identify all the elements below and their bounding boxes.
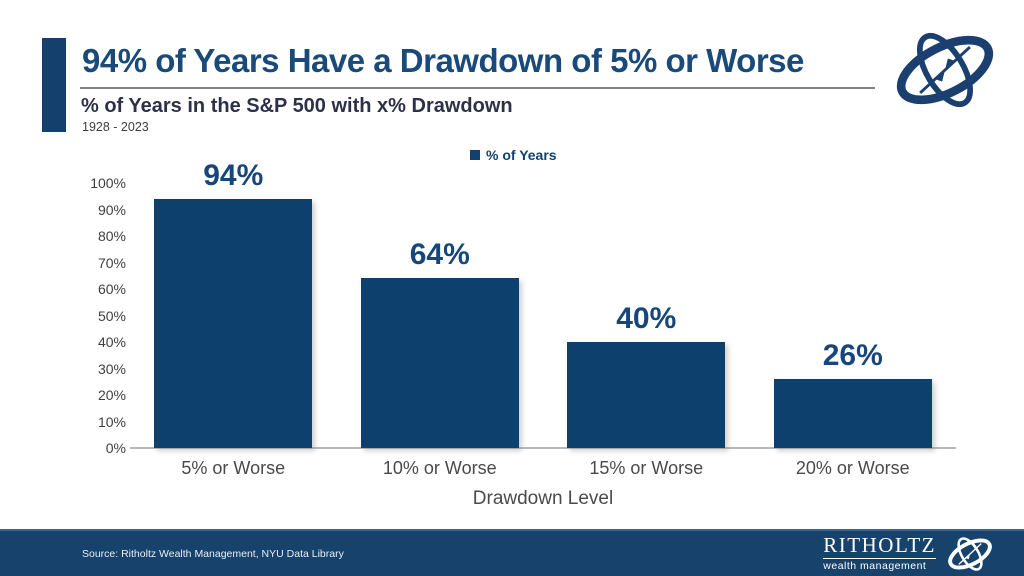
brand-name: RITHOLTZ: [823, 533, 936, 557]
x-tick-label: 15% or Worse: [589, 458, 704, 478]
footer-brand: RITHOLTZ wealth management: [823, 534, 996, 574]
bar: [773, 379, 932, 448]
x-tick-label: 10% or Worse: [382, 458, 497, 478]
footer-gyroscope-logo-icon: [948, 536, 992, 571]
chart-subtitle: % of Years in the S&P 500 with x% Drawdo…: [81, 95, 513, 117]
x-tick-label: 5% or Worse: [181, 458, 286, 478]
title-underline: [80, 87, 875, 89]
bar-value-label: 64%: [409, 238, 470, 272]
y-tick-label: 50%: [97, 307, 126, 324]
legend-label: % of Years: [486, 147, 557, 163]
x-tick-label: 20% or Worse: [795, 458, 910, 478]
y-tick-label: 40%: [97, 334, 126, 350]
x-axis-line: [130, 447, 956, 449]
y-tick-label: 90%: [97, 201, 126, 218]
chart-legend: % of Years: [470, 147, 557, 163]
bar: [360, 278, 519, 448]
bar: [154, 198, 313, 448]
y-tick-label: 0%: [105, 440, 126, 456]
legend-square-icon: [470, 150, 480, 160]
page-title: 94% of Years Have a Drawdown of 5% or Wo…: [82, 42, 804, 79]
bar: [567, 342, 726, 448]
title-accent-bar: [42, 38, 66, 132]
footer-bar: Source: Ritholtz Wealth Management, NYU …: [0, 529, 1024, 576]
bar-value-label: 94%: [203, 158, 264, 192]
bar-value-label: 40%: [616, 302, 677, 335]
brand-subtitle: wealth management: [823, 558, 936, 572]
y-tick-label: 80%: [97, 228, 126, 244]
y-tick-label: 100%: [90, 175, 126, 191]
source-credit: Source: Ritholtz Wealth Management, NYU …: [82, 547, 344, 560]
x-axis-title: Drawdown Level: [472, 488, 614, 509]
y-tick-label: 70%: [97, 254, 126, 271]
bar-value-label: 26%: [822, 339, 883, 373]
y-tick-label: 60%: [97, 281, 126, 297]
gyroscope-logo-icon: [896, 33, 994, 107]
y-tick-label: 20%: [97, 387, 126, 403]
y-tick-label: 10%: [97, 413, 126, 430]
date-range-label: 1928 - 2023: [82, 120, 149, 134]
y-tick-label: 30%: [97, 360, 126, 377]
